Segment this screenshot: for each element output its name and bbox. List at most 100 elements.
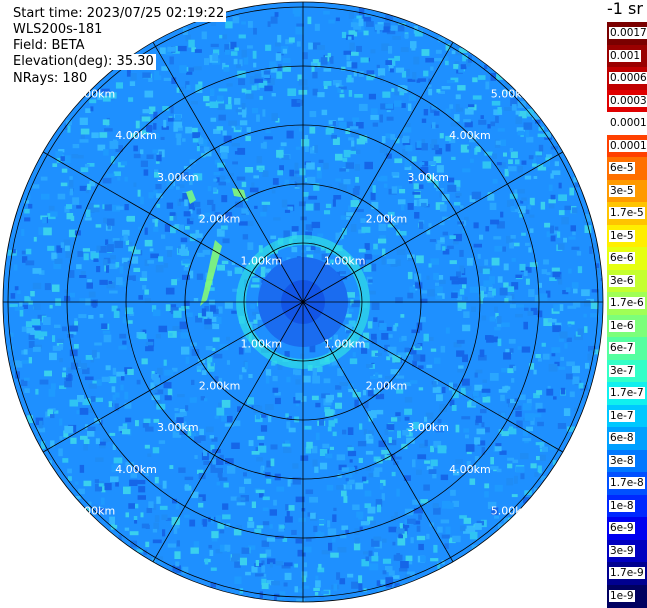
radar-speckle (554, 161, 559, 167)
radar-speckle (591, 384, 597, 393)
radar-speckle (411, 329, 420, 334)
radar-speckle (578, 382, 584, 389)
radar-speckle (526, 426, 533, 432)
radar-speckle (341, 525, 349, 531)
radar-speckle (371, 202, 379, 210)
instrument-label: WLS200s-181 (11, 22, 105, 38)
radar-speckle (284, 516, 293, 523)
radar-speckle (552, 459, 556, 465)
radar-speckle (268, 78, 275, 86)
radar-speckle (87, 430, 95, 437)
colorbar-tick-label: 3e-6 (609, 274, 635, 287)
radar-speckle (348, 205, 352, 212)
radar-speckle (505, 348, 512, 354)
radar-speckle (145, 341, 154, 346)
radar-speckle (102, 119, 110, 126)
radar-speckle (216, 481, 220, 486)
radar-speckle (64, 206, 70, 213)
radar-speckle (320, 590, 329, 594)
radar-speckle (354, 399, 359, 408)
radar-speckle (85, 355, 94, 360)
radar-speckle (287, 479, 291, 487)
radar-speckle (471, 401, 476, 407)
radar-speckle (68, 180, 74, 188)
radar-speckle (68, 373, 72, 381)
radar-speckle (120, 161, 127, 166)
radar-speckle (153, 377, 160, 385)
radar-speckle (314, 23, 320, 31)
radar-speckle (432, 472, 437, 479)
radar-speckle (59, 385, 67, 389)
radar-speckle (325, 453, 333, 459)
radar-speckle (232, 288, 239, 292)
radar-speckle (434, 180, 439, 188)
range-ring-label: 2.00km (199, 213, 241, 226)
radar-speckle (492, 288, 496, 296)
radar-speckle (162, 529, 166, 537)
radar-speckle (385, 60, 392, 65)
radar-speckle (394, 456, 402, 460)
radar-speckle (323, 84, 328, 89)
radar-speckle (451, 50, 458, 55)
radar-speckle (472, 394, 477, 399)
radar-speckle (328, 420, 335, 427)
radar-speckle (364, 161, 373, 170)
radar-speckle (305, 538, 312, 542)
radar-speckle (84, 163, 90, 167)
radar-speckle (148, 78, 153, 82)
radar-speckle (532, 413, 542, 418)
radar-speckle (152, 373, 159, 381)
radar-speckle (162, 106, 169, 111)
radar-speckle (291, 529, 297, 535)
radar-speckle (287, 206, 293, 211)
radar-speckle (351, 62, 358, 69)
radar-speckle (402, 149, 408, 156)
radar-speckle (487, 291, 495, 298)
radar-speckle (247, 45, 253, 49)
radar-speckle (101, 88, 110, 93)
radar-speckle (304, 146, 309, 152)
radar-speckle (182, 192, 189, 201)
radar-speckle (437, 37, 446, 43)
radar-speckle (384, 376, 391, 380)
radar-speckle (358, 18, 364, 27)
radar-speckle (124, 402, 132, 409)
radar-speckle (378, 223, 387, 231)
radar-speckle (90, 207, 100, 213)
radar-speckle (136, 379, 141, 385)
radar-speckle (546, 154, 552, 158)
range-ring-label: 2.00km (199, 379, 241, 392)
radar-speckle (224, 44, 230, 52)
radar-speckle (91, 132, 99, 139)
radar-speckle (312, 459, 318, 467)
radar-speckle (213, 353, 223, 359)
radar-speckle (421, 202, 427, 208)
azimuth-spoke (42, 151, 304, 303)
radar-speckle (336, 485, 344, 490)
radar-speckle (331, 537, 336, 543)
radar-speckle (185, 226, 190, 230)
radar-speckle (210, 19, 217, 26)
radar-speckle (190, 342, 197, 347)
radar-speckle (274, 593, 281, 601)
radar-speckle (489, 316, 495, 322)
radar-speckle (208, 544, 213, 549)
radar-speckle (221, 195, 228, 203)
radar-speckle (110, 255, 116, 260)
radar-speckle (77, 251, 84, 257)
radar-speckle (300, 455, 309, 461)
radar-speckle (262, 205, 268, 212)
radar-speckle (253, 27, 257, 35)
radar-speckle (91, 252, 99, 260)
radar-speckle (163, 359, 167, 366)
radar-speckle (144, 227, 148, 235)
radar-speckle (414, 212, 420, 219)
radar-speckle (286, 505, 295, 511)
radar-speckle (426, 364, 433, 369)
radar-speckle (407, 103, 412, 111)
radar-speckle (95, 438, 100, 445)
radar-speckle (504, 82, 513, 90)
radar-speckle (407, 254, 415, 260)
radar-speckle (524, 413, 534, 421)
radar-speckle (545, 290, 551, 298)
